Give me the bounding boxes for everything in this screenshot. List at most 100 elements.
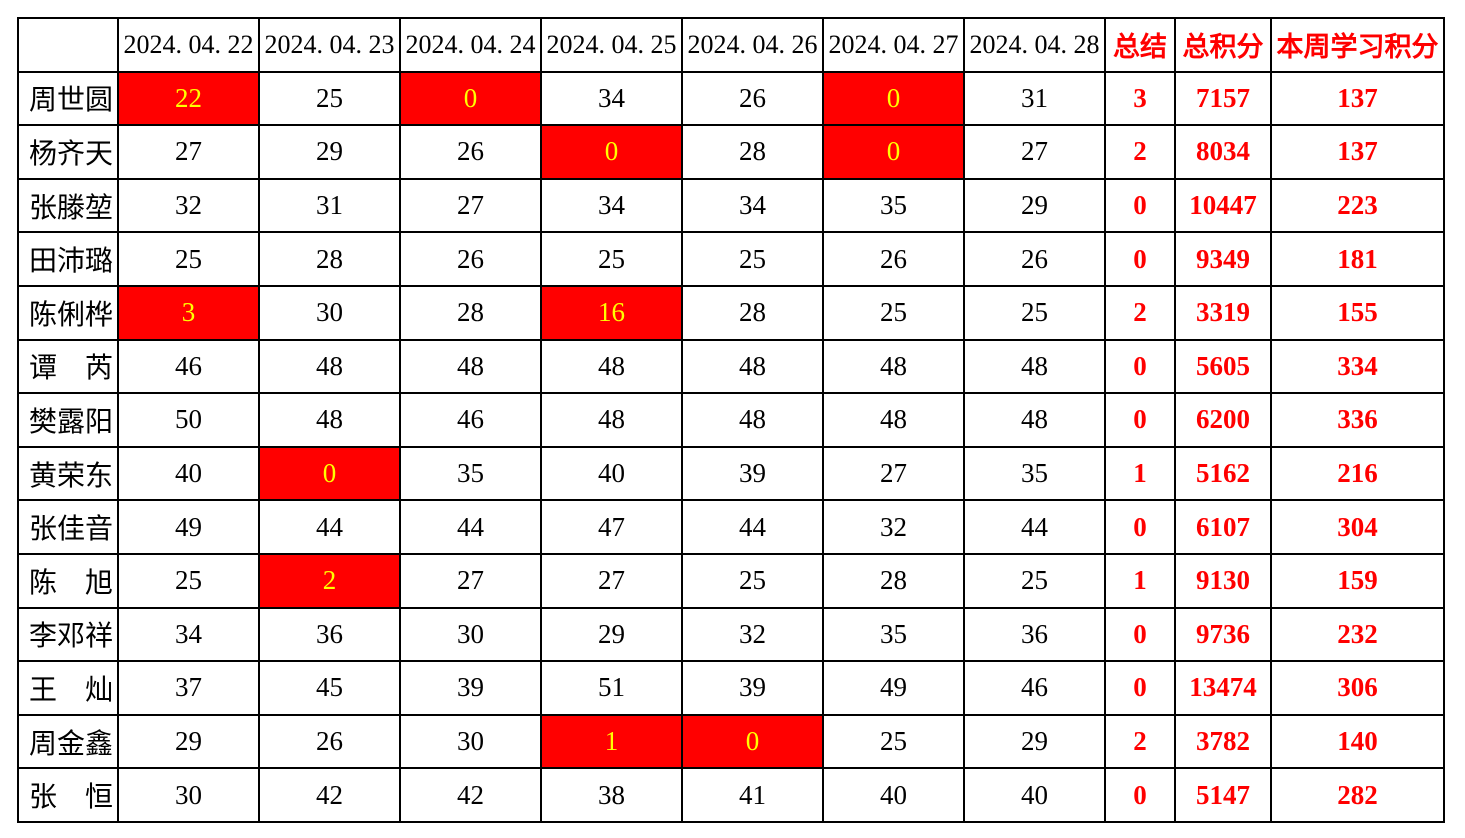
daily-score-cell: 40 xyxy=(822,767,965,823)
summary-value-cell: 0 xyxy=(1104,606,1176,663)
student-row: 王 灿 37 45 39 51 39 49 46 0 13474 306 xyxy=(17,660,1445,716)
daily-score-cell: 37 xyxy=(117,660,260,716)
daily-score-cell: 0 xyxy=(822,124,965,180)
student-name-cell: 樊露阳 xyxy=(17,392,119,448)
summary-value-cell: 10447 xyxy=(1174,177,1272,234)
date-column-header: 2024. 04. 27 xyxy=(822,17,965,73)
daily-score-cell: 27 xyxy=(117,124,260,180)
summary-value-cell: 1 xyxy=(1104,552,1176,609)
summary-value-cell: 181 xyxy=(1270,231,1445,287)
daily-score-cell: 30 xyxy=(399,713,542,770)
student-name-cell: 张滕堃 xyxy=(17,177,119,234)
daily-score-cell: 51 xyxy=(540,660,683,716)
daily-score-cell: 44 xyxy=(681,499,824,555)
daily-score-cell: 35 xyxy=(963,445,1106,502)
summary-value-cell: 1 xyxy=(1104,445,1176,502)
summary-value-cell: 3319 xyxy=(1174,284,1272,341)
summary-value-cell: 0 xyxy=(1104,177,1176,234)
summary-value-cell: 336 xyxy=(1270,392,1445,448)
daily-score-cell: 34 xyxy=(117,606,260,663)
daily-score-cell: 40 xyxy=(963,767,1106,823)
daily-score-cell: 41 xyxy=(681,767,824,823)
date-column-header: 2024. 04. 24 xyxy=(399,17,542,73)
daily-score-cell: 48 xyxy=(681,392,824,448)
daily-score-cell: 25 xyxy=(822,284,965,341)
daily-score-cell: 32 xyxy=(117,177,260,234)
daily-score-cell: 29 xyxy=(117,713,260,770)
weekly-points-sheet: 2024. 04. 22 2024. 04. 23 2024. 04. 24 2024… xyxy=(17,17,1445,823)
student-row: 谭 芮 46 48 48 48 48 48 48 0 5605 334 xyxy=(17,338,1445,395)
daily-score-cell: 48 xyxy=(399,338,542,395)
daily-score-cell: 16 xyxy=(540,284,683,341)
daily-score-cell: 46 xyxy=(117,338,260,395)
daily-score-cell: 0 xyxy=(681,713,824,770)
summary-column-header: 总结 xyxy=(1104,17,1176,73)
daily-score-cell: 31 xyxy=(963,70,1106,127)
summary-value-cell: 5147 xyxy=(1174,767,1272,823)
daily-score-cell: 47 xyxy=(540,499,683,555)
daily-score-cell: 29 xyxy=(258,124,401,180)
student-name-cell: 陈 旭 xyxy=(17,552,119,609)
summary-value-cell: 2 xyxy=(1104,713,1176,770)
student-row: 张滕堃 32 31 27 34 34 35 29 0 10447 223 xyxy=(17,177,1445,234)
date-column-header: 2024. 04. 28 xyxy=(963,17,1106,73)
daily-score-cell: 34 xyxy=(681,177,824,234)
daily-score-cell: 48 xyxy=(822,392,965,448)
corner-cell xyxy=(17,17,119,73)
summary-value-cell: 137 xyxy=(1270,124,1445,180)
summary-value-cell: 223 xyxy=(1270,177,1445,234)
daily-score-cell: 27 xyxy=(399,177,542,234)
daily-score-cell: 38 xyxy=(540,767,683,823)
summary-value-cell: 0 xyxy=(1104,660,1176,716)
summary-value-cell: 0 xyxy=(1104,338,1176,395)
student-name-cell: 张 恒 xyxy=(17,767,119,823)
daily-score-cell: 48 xyxy=(258,392,401,448)
student-name-cell: 李邓祥 xyxy=(17,606,119,663)
summary-value-cell: 2 xyxy=(1104,124,1176,180)
daily-score-cell: 48 xyxy=(681,338,824,395)
daily-score-cell: 48 xyxy=(540,392,683,448)
daily-score-cell: 39 xyxy=(681,660,824,716)
summary-column-header: 总积分 xyxy=(1174,17,1272,73)
daily-score-cell: 26 xyxy=(963,231,1106,287)
daily-score-cell: 26 xyxy=(399,231,542,287)
summary-value-cell: 13474 xyxy=(1174,660,1272,716)
daily-score-cell: 48 xyxy=(963,338,1106,395)
daily-score-cell: 45 xyxy=(258,660,401,716)
daily-score-cell: 46 xyxy=(399,392,542,448)
summary-value-cell: 9736 xyxy=(1174,606,1272,663)
student-row: 李邓祥 34 36 30 29 32 35 36 0 9736 232 xyxy=(17,606,1445,663)
date-column-header: 2024. 04. 26 xyxy=(681,17,824,73)
daily-score-cell: 29 xyxy=(540,606,683,663)
daily-score-cell: 35 xyxy=(399,445,542,502)
summary-value-cell: 304 xyxy=(1270,499,1445,555)
daily-score-cell: 44 xyxy=(258,499,401,555)
daily-score-cell: 50 xyxy=(117,392,260,448)
student-row: 田沛璐 25 28 26 25 25 26 26 0 9349 181 xyxy=(17,231,1445,287)
summary-value-cell: 3782 xyxy=(1174,713,1272,770)
daily-score-cell: 27 xyxy=(399,552,542,609)
daily-score-cell: 32 xyxy=(681,606,824,663)
daily-score-cell: 27 xyxy=(822,445,965,502)
daily-score-cell: 25 xyxy=(540,231,683,287)
daily-score-cell: 25 xyxy=(117,552,260,609)
daily-score-cell: 42 xyxy=(258,767,401,823)
daily-score-cell: 28 xyxy=(822,552,965,609)
daily-score-cell: 48 xyxy=(540,338,683,395)
student-row: 周世圆 22 25 0 34 26 0 31 3 7157 137 xyxy=(17,70,1445,127)
summary-value-cell: 6107 xyxy=(1174,499,1272,555)
summary-value-cell: 334 xyxy=(1270,338,1445,395)
summary-value-cell: 306 xyxy=(1270,660,1445,716)
daily-score-cell: 0 xyxy=(258,445,401,502)
daily-score-cell: 25 xyxy=(822,713,965,770)
summary-value-cell: 282 xyxy=(1270,767,1445,823)
summary-value-cell: 3 xyxy=(1104,70,1176,127)
summary-value-cell: 0 xyxy=(1104,499,1176,555)
student-points-table: 2024. 04. 22 2024. 04. 23 2024. 04. 24 2024… xyxy=(17,17,1445,823)
daily-score-cell: 30 xyxy=(399,606,542,663)
student-name-cell: 谭 芮 xyxy=(17,338,119,395)
daily-score-cell: 26 xyxy=(399,124,542,180)
daily-score-cell: 48 xyxy=(822,338,965,395)
daily-score-cell: 28 xyxy=(258,231,401,287)
student-row: 杨齐天 27 29 26 0 28 0 27 2 8034 137 xyxy=(17,124,1445,180)
